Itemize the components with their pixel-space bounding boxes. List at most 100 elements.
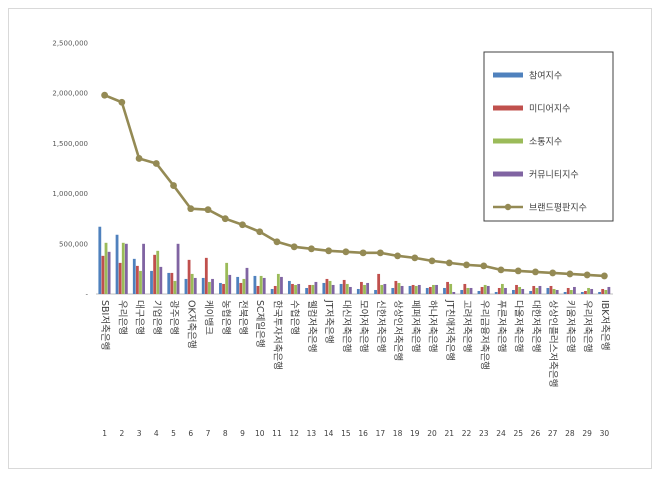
- bar-1-3: [132, 258, 136, 294]
- category-label: 케이뱅크: [203, 300, 214, 335]
- bar-1-15: [339, 283, 343, 294]
- bar-3-9: [242, 278, 246, 294]
- category-label: 키움저축은행: [564, 300, 576, 352]
- bar-3-25: [518, 286, 522, 294]
- category-label: 대한저축은행: [530, 300, 542, 352]
- brand-index-point-24: [497, 266, 505, 274]
- bar-4-24: [504, 287, 507, 294]
- bar-2-11: [273, 285, 277, 294]
- category-label: 대구은행: [134, 300, 146, 335]
- rank-label: 6: [188, 429, 193, 438]
- rank-label: 1: [102, 429, 107, 438]
- bar-2-23: [480, 286, 484, 294]
- category-label: 광주은행: [168, 300, 180, 335]
- rank-label: 5: [171, 429, 176, 438]
- bar-1-9: [236, 276, 240, 294]
- brand-index-point-4: [152, 160, 160, 167]
- category-label: 고려저축은행: [461, 300, 473, 352]
- brand-index-point-18: [394, 252, 401, 260]
- bar-4-8: [228, 274, 232, 294]
- bar-2-6: [187, 259, 191, 294]
- category-label: 상상인저축은행: [392, 300, 404, 361]
- bar-2-3: [135, 265, 139, 294]
- bar-3-20: [432, 284, 435, 294]
- bar-4-18: [400, 285, 404, 294]
- legend-point-swatch: [504, 203, 512, 211]
- bar-3-26: [535, 287, 539, 294]
- rank-label: 14: [324, 429, 334, 438]
- bar-2-5: [170, 272, 174, 294]
- bar-1-25: [512, 289, 515, 294]
- bar-1-20: [425, 287, 429, 294]
- bar-3-17: [380, 284, 384, 294]
- rank-label: 22: [462, 429, 472, 438]
- bar-4-6: [193, 277, 197, 294]
- rank-label: 20: [427, 429, 437, 438]
- y-tick-label: 500,000: [59, 240, 88, 248]
- bar-2-13: [308, 284, 312, 294]
- legend-swatch: [493, 105, 523, 111]
- brand-index-point-22: [463, 261, 470, 269]
- bar-2-8: [222, 283, 225, 294]
- bar-1-4: [150, 270, 153, 294]
- rank-label: 21: [445, 429, 455, 438]
- bar-3-3: [139, 270, 142, 294]
- rank-label: 10: [255, 429, 265, 438]
- brand-index-point-7: [204, 206, 212, 214]
- bar-2-21: [446, 281, 449, 294]
- bar-3-22: [466, 287, 470, 294]
- bar-3-11: [276, 273, 280, 294]
- bar-4-3: [142, 243, 145, 294]
- bar-3-14: [328, 280, 332, 294]
- bar-4-23: [486, 285, 490, 294]
- bar-2-26: [532, 285, 536, 294]
- brand-index-point-3: [135, 155, 143, 162]
- category-label: 상상인플러스저축은행: [547, 300, 559, 387]
- brand-index-point-29: [583, 271, 591, 279]
- category-label: 기업은행: [151, 300, 163, 335]
- bar-2-10: [256, 285, 260, 294]
- category-label: IBK저축은행: [599, 300, 611, 351]
- brand-index-point-11: [273, 238, 281, 246]
- bar-3-28: [569, 289, 573, 294]
- brand-index-point-10: [256, 228, 264, 236]
- bar-3-6: [190, 273, 194, 294]
- category-label: 농협은행: [220, 300, 232, 335]
- bar-2-9: [239, 282, 243, 294]
- chart: - 500,000 1,000,000 1,500,000 2,000,000 2,500…: [52, 40, 614, 438]
- category-label: 우리저축은행: [582, 300, 594, 352]
- rank-label: 26: [531, 429, 541, 438]
- brand-index-point-5: [170, 182, 177, 189]
- legend-swatch: [493, 138, 523, 144]
- category-label: 신한저축은행: [375, 300, 387, 352]
- category-label: 우리금융저축은행: [478, 300, 490, 370]
- rank-label: 23: [479, 429, 489, 438]
- bar-4-21: [452, 291, 456, 294]
- legend-label: 미디어지수: [529, 104, 570, 115]
- rank-label: 19: [410, 429, 420, 438]
- bar-2-24: [497, 287, 501, 294]
- bar-3-30: [604, 289, 608, 294]
- rank-label: 13: [307, 429, 317, 438]
- bar-4-14: [331, 284, 335, 294]
- bar-3-2: [121, 242, 125, 294]
- bar-2-1: [101, 255, 105, 294]
- bar-2-16: [360, 281, 363, 294]
- bar-3-21: [449, 283, 453, 294]
- line-series: [101, 91, 608, 280]
- bar-2-27: [549, 285, 553, 294]
- category-label: 웰컴저축은행: [306, 300, 318, 352]
- bar-3-16: [363, 284, 366, 294]
- rank-label: 12: [289, 429, 299, 438]
- bar-1-19: [408, 285, 412, 294]
- rank-label: 11: [272, 429, 282, 438]
- bar-4-28: [573, 286, 576, 294]
- category-label: 한국투자저축은행: [271, 300, 283, 370]
- category-label: 대신저축은행: [340, 300, 352, 352]
- bar-1-22: [460, 289, 464, 294]
- bar-2-14: [325, 278, 329, 294]
- bar-3-4: [156, 250, 160, 294]
- bar-3-19: [414, 285, 418, 294]
- category-label: OK저축은행: [185, 300, 197, 349]
